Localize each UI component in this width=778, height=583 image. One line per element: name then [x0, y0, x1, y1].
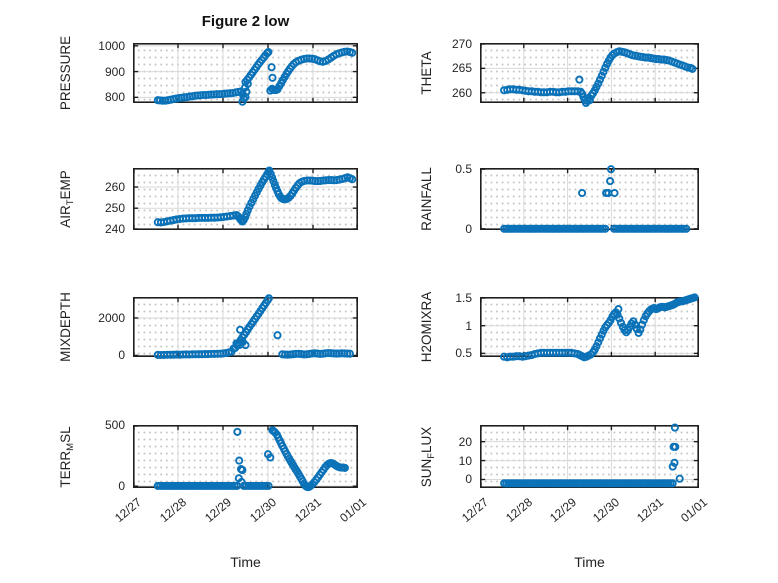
x-tick-label: 12/27: [111, 495, 144, 526]
plot-svg: [480, 165, 699, 233]
y-axis-label-text: EMP: [58, 170, 73, 200]
subplot-pressure: [133, 43, 358, 106]
tick-marks: [133, 425, 358, 487]
tick-marks: [480, 168, 699, 230]
major-grid: [134, 426, 357, 487]
y-tick-label: 270: [451, 36, 472, 51]
y-tick-label: 240: [104, 222, 125, 237]
y-axis-label-text: SUN: [419, 458, 434, 487]
x-tick-label: 12/31: [634, 495, 667, 526]
series-markers: [500, 165, 691, 233]
plot-svg: [133, 294, 358, 360]
x-axis-title-right: Time: [574, 554, 605, 570]
y-tick-label: 1: [465, 318, 472, 333]
x-tick-label: 01/01: [336, 495, 369, 526]
y-tick-label: 0: [465, 472, 472, 487]
x-tick-label: 01/01: [677, 495, 710, 526]
x-tick-label: 12/30: [246, 495, 279, 526]
y-tick-label: 1000: [98, 38, 125, 53]
y-tick-label: 10: [458, 453, 472, 468]
subplot-h2omixra: [480, 293, 699, 362]
y-axis-label-subscript: M: [65, 442, 76, 451]
subplot-sun_flux: [480, 423, 699, 489]
x-tick-label: 12/29: [546, 495, 579, 526]
subplot-theta: [480, 43, 699, 108]
y-tick-label: 500: [104, 418, 125, 433]
y-axis-label-text: TERR: [58, 450, 73, 488]
y-axis-label-text: AIR: [58, 205, 73, 228]
y-tick-label: 0: [118, 348, 125, 363]
subplot-mixdepth: [133, 294, 358, 360]
subplot-air_temp: [133, 166, 358, 231]
y-tick-label: 20: [458, 434, 472, 449]
tick-marks: [480, 426, 699, 487]
plot-svg: [480, 293, 699, 362]
plot-svg: [480, 423, 699, 489]
series-markers: [500, 47, 697, 108]
y-tick-label: 0: [465, 221, 472, 236]
axes-frame: [480, 425, 699, 489]
y-tick-label: 800: [104, 90, 125, 105]
y-axis-label-text: MIXDEPTH: [58, 292, 73, 362]
y-axis-label: TERRMSL: [56, 357, 76, 557]
axes-frame: [133, 168, 358, 231]
x-tick-label: 12/27: [458, 495, 491, 526]
y-axis-label: SUNFLUX: [417, 357, 437, 557]
series-markers: [153, 166, 357, 227]
subplot-rainfall: [480, 165, 699, 233]
axes-frame: [480, 168, 699, 231]
plot-svg: [480, 43, 699, 108]
y-axis-label-subscript: F: [426, 452, 437, 459]
series-markers: [153, 47, 357, 106]
subplot-terr_msl: [133, 425, 358, 492]
x-tick-label: 12/30: [590, 495, 623, 526]
series-markers: [500, 423, 684, 488]
y-tick-label: 265: [451, 61, 472, 76]
plot-svg: [133, 425, 358, 492]
major-grid: [481, 426, 698, 487]
y-axis-label-subscript: T: [65, 199, 76, 206]
plot-svg: [133, 166, 358, 231]
y-axis-label-text: H2OMIXRA: [419, 291, 434, 363]
y-tick-label: 1.5: [455, 290, 472, 305]
series-markers: [153, 294, 354, 360]
y-tick-label: 2000: [98, 310, 125, 325]
x-axis-title-left: Time: [230, 554, 261, 570]
x-tick-label: 12/28: [156, 495, 189, 526]
y-tick-label: 250: [104, 201, 125, 216]
y-axis-label-text: RAINFALL: [419, 167, 434, 231]
y-tick-label: 260: [451, 85, 472, 100]
y-tick-label: 0.5: [455, 346, 472, 361]
axes-frame: [133, 297, 358, 358]
y-tick-label: 0: [118, 479, 125, 494]
x-tick-label: 12/28: [502, 495, 535, 526]
series-markers: [500, 293, 699, 362]
y-axis-label-text: LUX: [419, 426, 434, 453]
series-markers: [153, 426, 349, 492]
x-tick-label: 12/29: [201, 495, 234, 526]
y-tick-label: 900: [104, 64, 125, 79]
axes-frame: [133, 425, 358, 489]
major-grid: [481, 168, 698, 230]
y-tick-label: 260: [104, 180, 125, 195]
y-tick-label: 0.5: [455, 162, 472, 177]
figure-title: Figure 2 low: [201, 13, 290, 30]
y-axis-label-text: SL: [58, 425, 73, 443]
y-axis-label-text: THETA: [419, 51, 434, 95]
x-tick-label: 12/31: [291, 495, 324, 526]
plot-svg: [133, 43, 358, 106]
